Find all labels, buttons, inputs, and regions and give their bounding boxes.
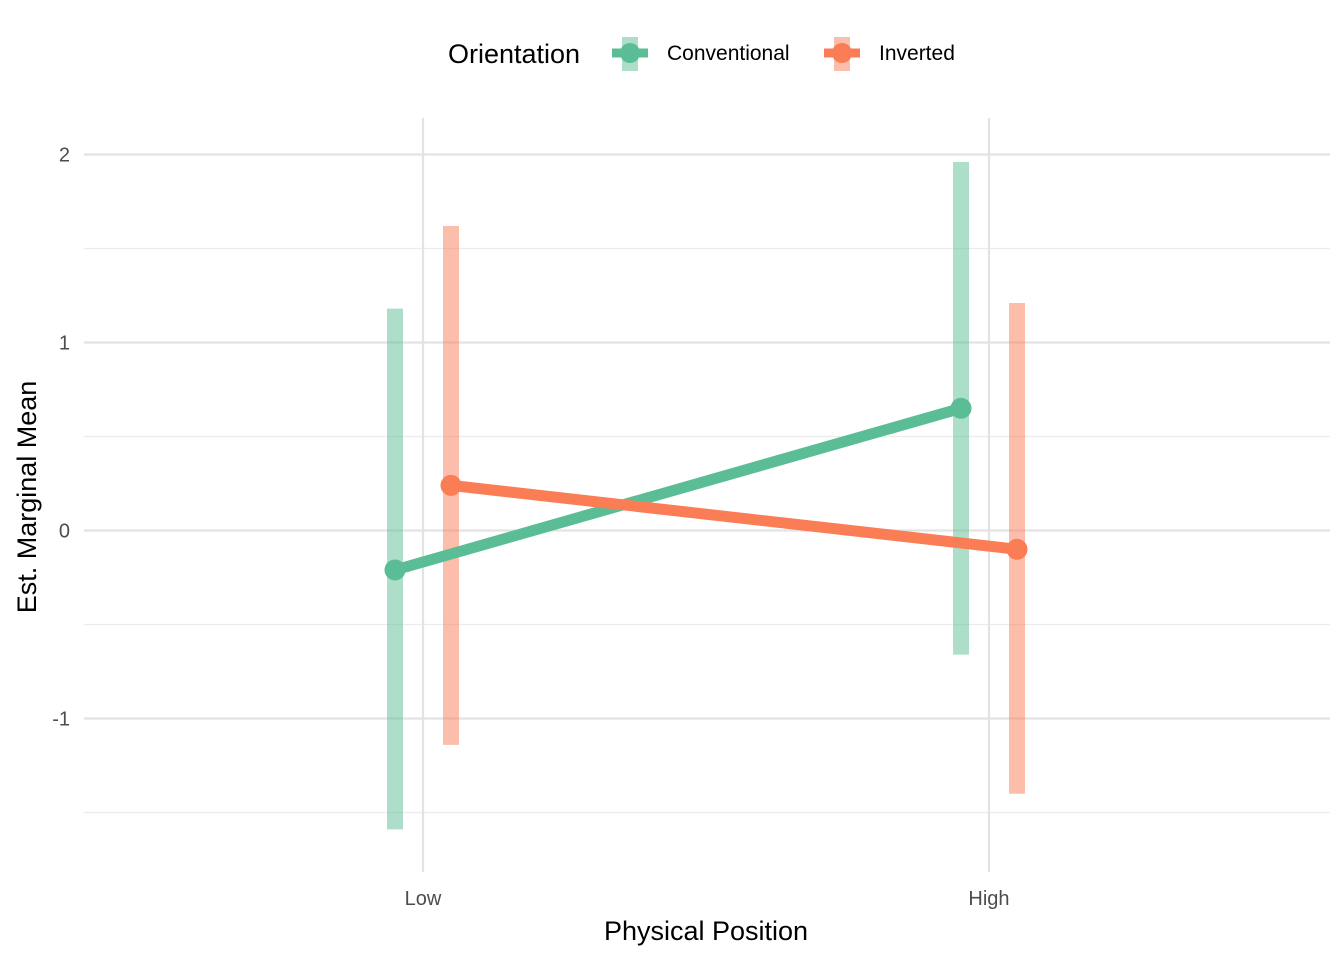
data-point-inverted [440,474,462,496]
series-points [384,397,1028,581]
legend-title: Orientation [448,39,580,69]
legend-label: Inverted [879,42,955,65]
x-tick-label: Low [405,888,442,910]
legend-label: Conventional [667,42,790,65]
data-point-conventional [950,397,972,419]
legend: Orientation Conventional Inverted [448,37,955,71]
x-axis-ticks: Low High [405,888,1010,910]
y-axis-title: Est. Marginal Mean [12,381,42,614]
data-point-conventional [384,559,406,581]
y-tick-label: 0 [59,521,70,543]
series-line-inverted [450,479,1018,555]
legend-item-conventional: Conventional [612,37,790,71]
series-line-conventional [393,403,963,576]
data-point-inverted [1006,538,1028,560]
x-tick-label: High [968,888,1009,910]
y-tick-label: -1 [52,709,70,731]
legend-key-point [620,43,640,63]
y-tick-label: 2 [59,145,70,167]
legend-item-inverted: Inverted [824,37,955,71]
error-bars [387,162,1025,830]
x-axis-title: Physical Position [604,916,808,946]
series-lines [393,403,1018,576]
minor-gridlines [84,247,1330,814]
major-gridlines [84,118,1330,872]
y-axis-ticks: -1 0 1 2 [52,145,70,731]
y-tick-label: 1 [59,333,70,355]
legend-key-point [832,43,852,63]
